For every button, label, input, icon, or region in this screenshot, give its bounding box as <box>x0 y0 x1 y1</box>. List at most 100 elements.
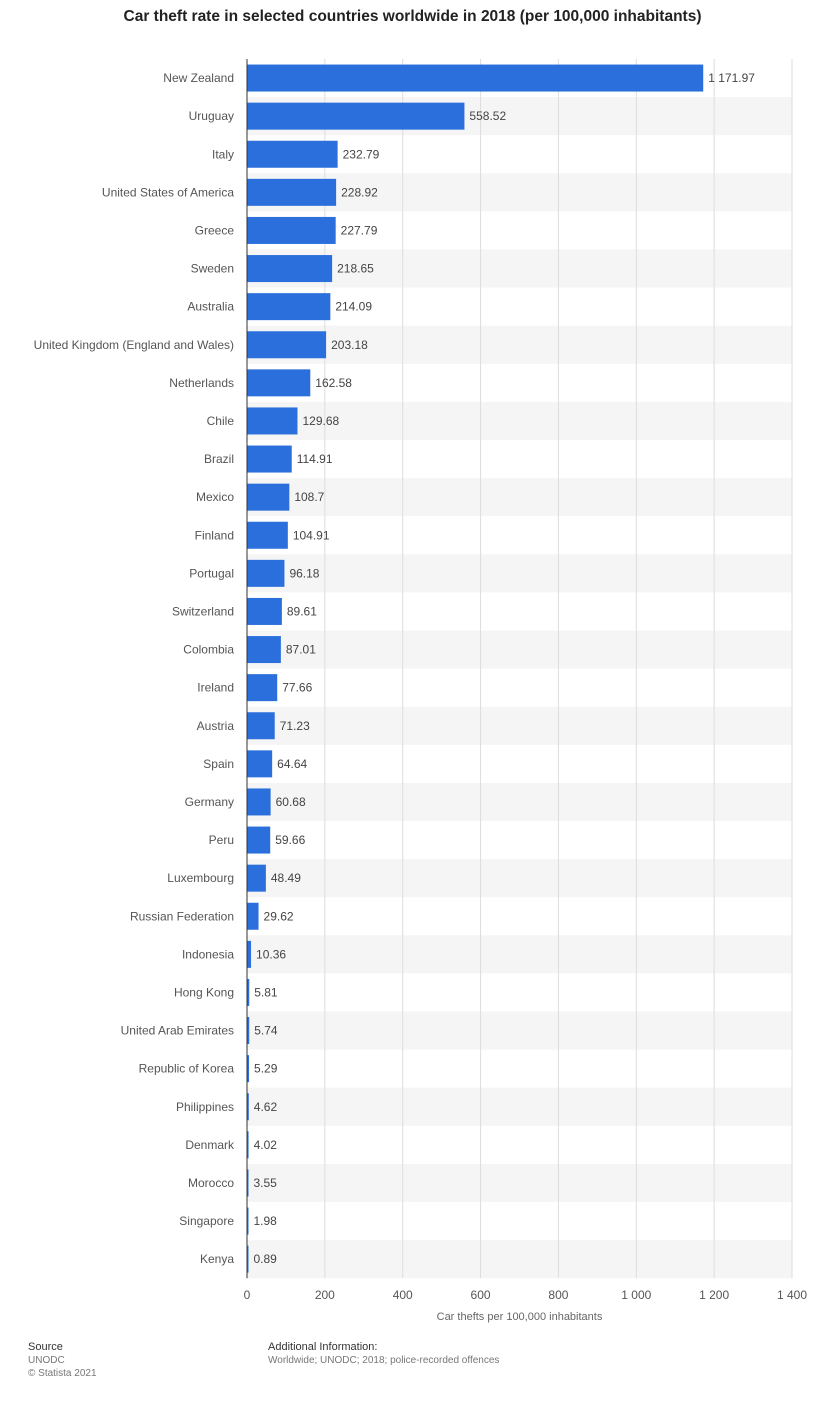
bar <box>247 1169 249 1197</box>
row-band <box>247 173 792 212</box>
category-label: Brazil <box>204 452 234 466</box>
value-label: 114.91 <box>297 452 333 466</box>
category-labels: New Zealand Uruguay Italy United States of … <box>34 71 235 1266</box>
bar <box>247 559 285 587</box>
value-label: 3.55 <box>254 1176 278 1190</box>
category-label: Mexico <box>196 490 234 504</box>
category-label: Russian Federation <box>130 909 234 923</box>
bar <box>247 369 311 397</box>
x-axis-title: Car thefts per 100,000 inhabitants <box>437 1311 603 1323</box>
value-label: 108.7 <box>294 490 324 504</box>
grid-lines <box>324 59 793 1279</box>
x-tick-labels: 0 200 400 600 800 1 000 1 200 1 400 <box>244 1288 808 1302</box>
bar <box>247 1131 249 1159</box>
x-tick-label: 800 <box>548 1288 568 1302</box>
row-band <box>247 1240 792 1279</box>
bar <box>247 255 333 283</box>
bar <box>247 178 337 206</box>
category-label: Peru <box>209 833 234 847</box>
value-label: 87.01 <box>286 643 316 657</box>
bar <box>247 1055 250 1083</box>
category-label: Greece <box>195 223 235 237</box>
category-label: Chile <box>207 414 235 428</box>
value-label: 48.49 <box>271 871 301 885</box>
row-band <box>247 1011 792 1050</box>
bar <box>247 407 298 435</box>
category-label: Finland <box>195 528 234 542</box>
x-tick-label: 400 <box>393 1288 413 1302</box>
category-label: Hong Kong <box>174 985 234 999</box>
value-label: 227.79 <box>341 223 378 237</box>
x-tick-label: 600 <box>471 1288 491 1302</box>
value-label: 162.58 <box>315 376 352 390</box>
bar <box>247 293 331 321</box>
additional-info-text: Worldwide; UNODC; 2018; police-recorded … <box>268 1355 500 1366</box>
category-label: Italy <box>212 147 234 161</box>
bar <box>247 636 281 664</box>
value-label: 1 171.97 <box>708 71 755 85</box>
bar <box>247 521 288 549</box>
bar <box>247 597 282 625</box>
row-band <box>247 630 792 669</box>
value-label: 64.64 <box>277 757 307 771</box>
bar <box>247 750 273 778</box>
row-band <box>247 782 792 821</box>
value-label: 5.29 <box>254 1062 278 1076</box>
value-label: 77.66 <box>282 681 312 695</box>
value-label: 5.74 <box>254 1024 278 1038</box>
value-label: 218.65 <box>337 262 374 276</box>
category-label: Singapore <box>179 1214 234 1228</box>
footer-additional-info: Additional Information: Worldwide; UNODC… <box>268 1341 499 1367</box>
row-band <box>247 859 792 898</box>
value-label: 5.81 <box>254 985 278 999</box>
additional-info-heading: Additional Information: <box>268 1341 378 1353</box>
category-label: Luxembourg <box>167 871 234 885</box>
value-label: 228.92 <box>341 185 378 199</box>
category-label: Colombia <box>183 643 234 657</box>
bar <box>247 331 327 359</box>
category-label: Portugal <box>189 566 234 580</box>
category-label: Spain <box>203 757 234 771</box>
row-band <box>247 706 792 745</box>
value-label: 1.98 <box>254 1214 278 1228</box>
category-label: Germany <box>185 795 234 809</box>
bar <box>247 788 271 816</box>
value-label: 203.18 <box>331 338 368 352</box>
x-tick-label: 200 <box>315 1288 335 1302</box>
bar <box>247 940 252 968</box>
category-label: Philippines <box>176 1100 234 1114</box>
bar <box>247 64 704 92</box>
row-band <box>247 935 792 974</box>
value-labels: 1 171.97 558.52 232.79 228.92 227.79 218.65 21… <box>254 71 756 1266</box>
bar <box>247 445 292 473</box>
value-label: 0.89 <box>254 1252 278 1266</box>
bar <box>247 483 290 511</box>
source-heading: Source <box>28 1341 63 1353</box>
chart-title: Car theft rate in selected countries wor… <box>123 8 702 25</box>
category-label: Indonesia <box>182 947 234 961</box>
footer-source: Source UNODC © Statista 2021 <box>28 1341 97 1380</box>
category-label: New Zealand <box>163 71 234 85</box>
row-band <box>247 1163 792 1202</box>
value-label: 60.68 <box>276 795 306 809</box>
category-label: Sweden <box>191 262 234 276</box>
bar <box>247 1207 249 1235</box>
row-bands <box>247 97 792 1279</box>
bar <box>247 826 271 854</box>
row-band <box>247 554 792 593</box>
category-label: Morocco <box>188 1176 234 1190</box>
value-label: 89.61 <box>287 604 317 618</box>
source-text[interactable]: UNODC <box>28 1355 65 1366</box>
category-label: United States of America <box>102 185 234 199</box>
value-label: 71.23 <box>280 719 310 733</box>
value-label: 10.36 <box>256 947 286 961</box>
row-band <box>247 249 792 288</box>
value-label: 232.79 <box>343 147 380 161</box>
value-label: 104.91 <box>293 528 330 542</box>
row-band <box>247 325 792 364</box>
category-label: Denmark <box>185 1138 235 1152</box>
category-label: United Arab Emirates <box>121 1024 234 1038</box>
bar <box>247 1093 249 1121</box>
category-label: Ireland <box>197 681 234 695</box>
